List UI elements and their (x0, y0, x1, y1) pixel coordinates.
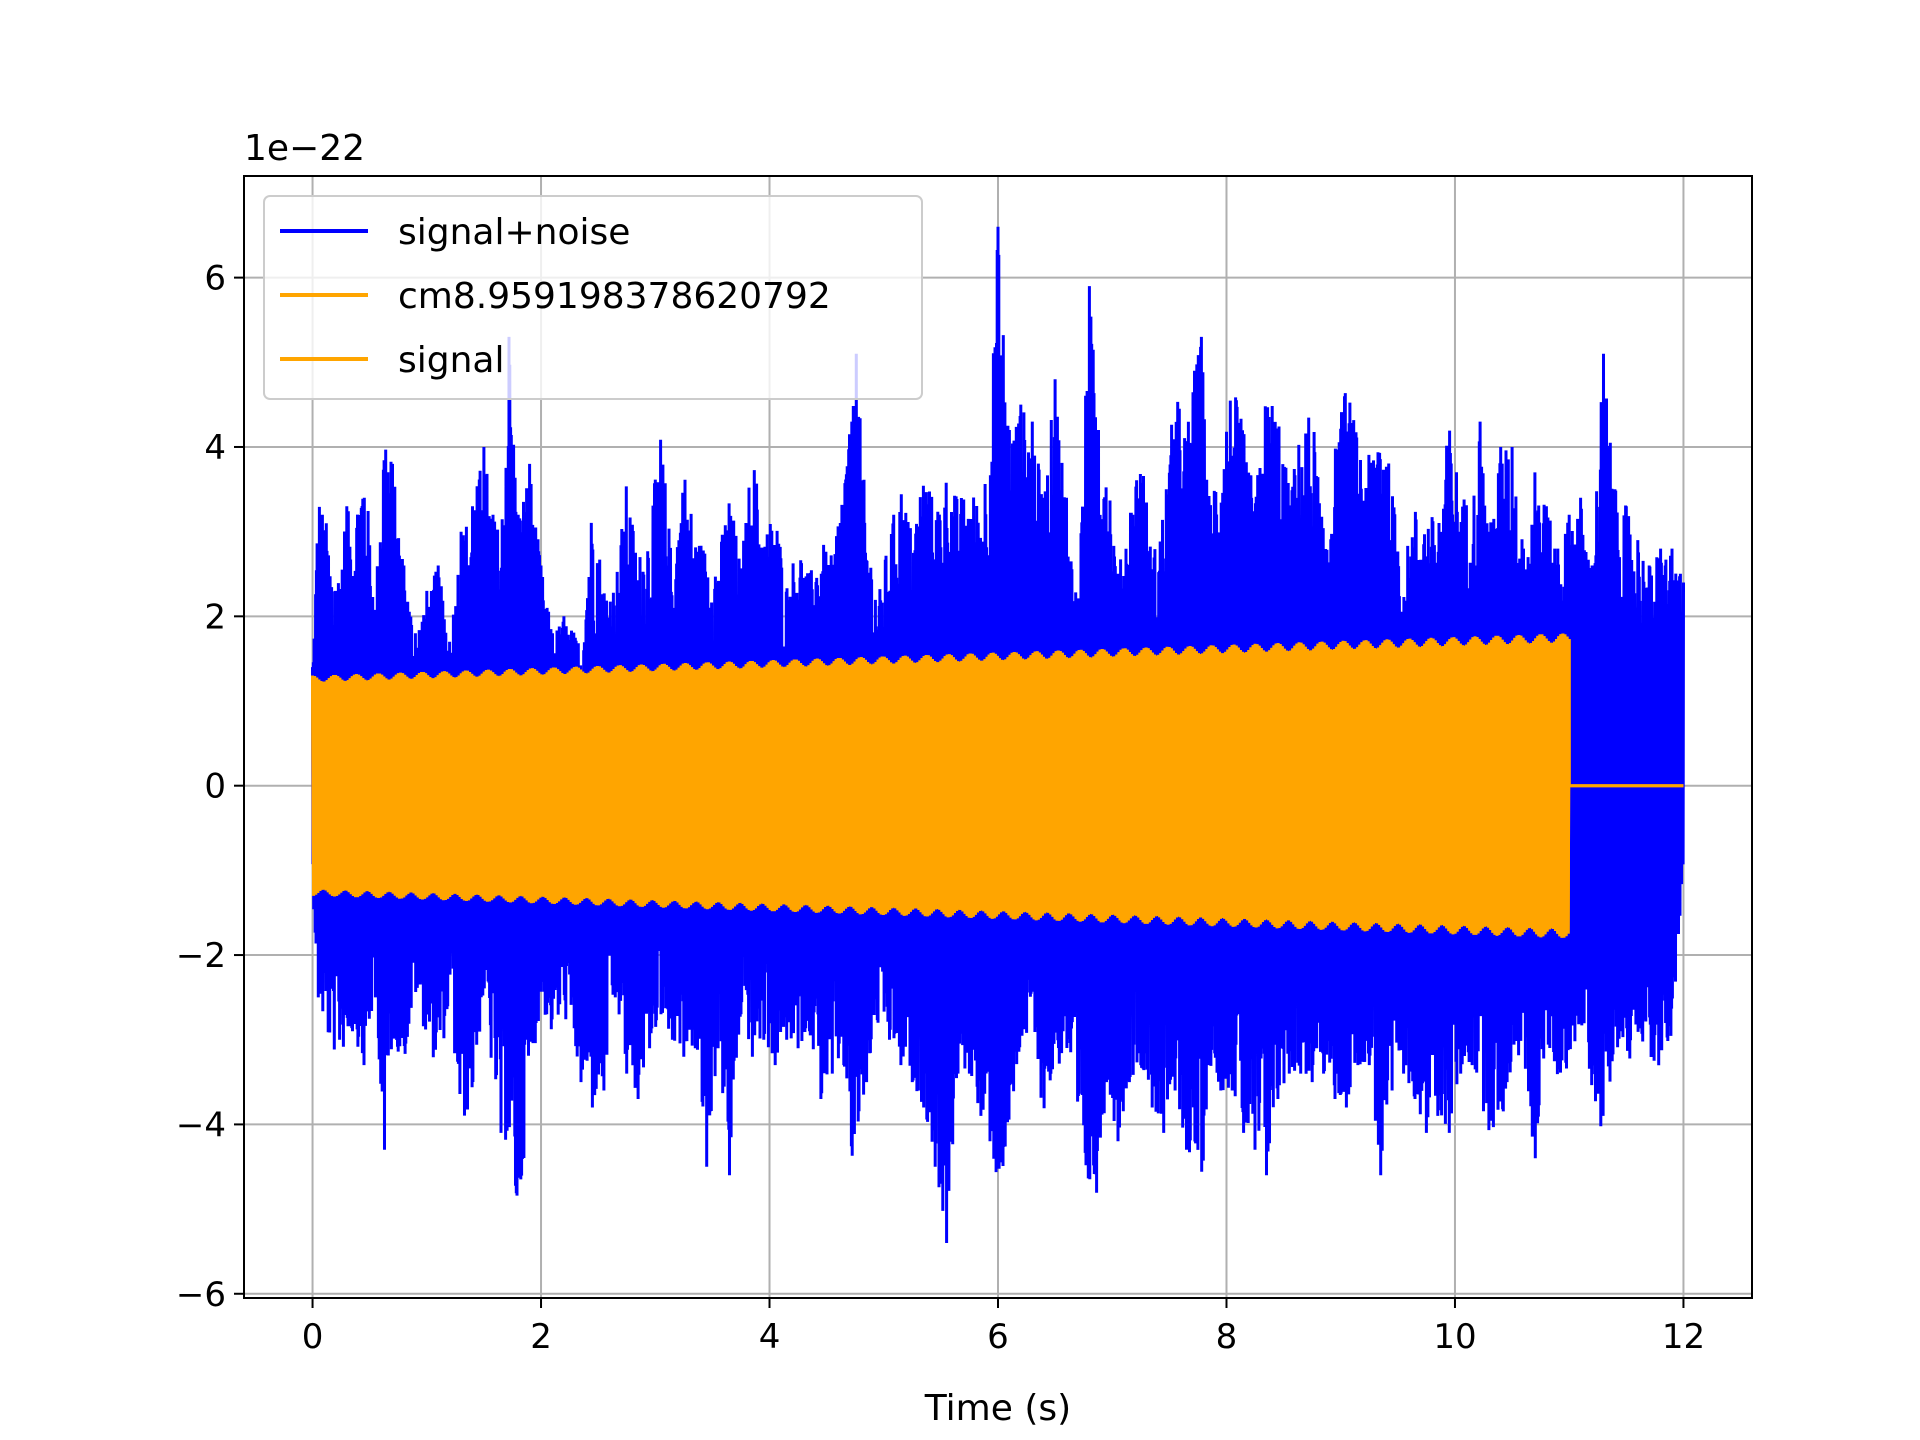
x-tick-label: 6 (987, 1317, 1009, 1357)
y-axis-ticks: −6 −4 −2 0 2 4 6 (176, 259, 244, 1315)
x-axis-label: Time (s) (924, 1388, 1071, 1429)
legend: signal+noise cm8.959198378620792 signal (263, 195, 923, 400)
y-tick-label: 2 (204, 597, 226, 637)
y-offset-label: 1e−22 (244, 128, 365, 169)
legend-label-signal-noise: signal+noise (398, 212, 630, 253)
series-signal-noise (311, 226, 1685, 1244)
legend-entry-cm: cm8.959198378620792 (280, 276, 831, 317)
y-tick-label: 4 (204, 428, 226, 468)
x-tick-label: 8 (1216, 1317, 1238, 1357)
y-tick-label: −2 (176, 936, 226, 976)
x-tick-label: 12 (1662, 1317, 1705, 1357)
series-layer (311, 226, 1685, 1244)
series-signal (311, 633, 1684, 938)
y-tick-label: −6 (176, 1275, 226, 1315)
legend-entry-signal-noise: signal+noise (280, 212, 630, 253)
y-tick-label: 6 (204, 259, 226, 299)
legend-box (263, 195, 923, 400)
x-tick-label: 4 (759, 1317, 781, 1357)
x-axis-ticks: 0 2 4 6 8 10 12 (302, 1298, 1705, 1357)
x-tick-label: 2 (530, 1317, 552, 1357)
x-tick-label: 10 (1433, 1317, 1476, 1357)
y-tick-label: 0 (204, 767, 226, 807)
x-tick-label: 0 (302, 1317, 324, 1357)
legend-entry-signal: signal (280, 340, 505, 381)
y-tick-label: −4 (176, 1105, 226, 1145)
legend-label-signal: signal (398, 340, 505, 381)
legend-label-cm: cm8.959198378620792 (398, 276, 831, 317)
